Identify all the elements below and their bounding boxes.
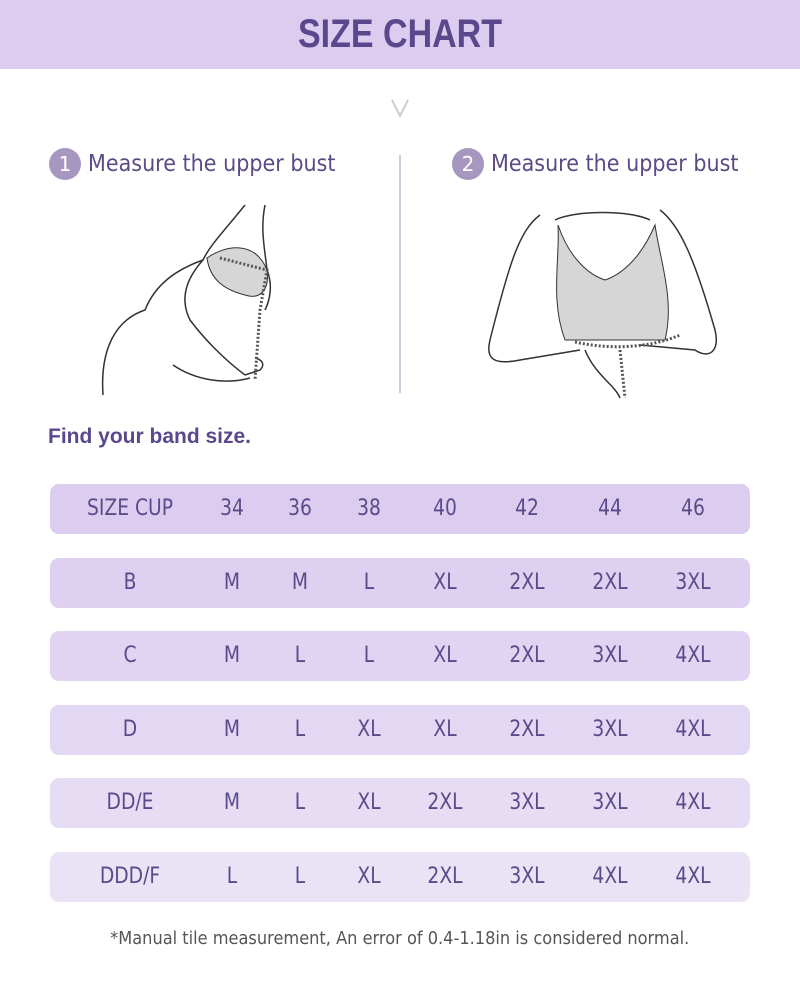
column-header: 34: [220, 496, 244, 521]
size-cell: M: [291, 570, 309, 595]
size-cell: 2XL: [509, 717, 545, 742]
measure-front-illustration: [488, 209, 717, 399]
column-header: 40: [433, 496, 457, 521]
size-cell: 3XL: [592, 717, 628, 742]
size-cell: M: [223, 717, 241, 742]
size-cell: XL: [357, 790, 381, 815]
band-size-heading: Find your band size.: [48, 425, 252, 448]
step-label: Measure the upper bust: [88, 151, 336, 177]
size-cell: XL: [433, 717, 457, 742]
table-row: DDD/F L L XL 2XL 3XL 4XL 4XL: [50, 852, 750, 902]
divider: [399, 155, 401, 393]
size-cell: 2XL: [509, 643, 545, 668]
size-cell: XL: [433, 643, 457, 668]
step-number-badge: 2: [452, 148, 484, 180]
size-cell: XL: [357, 864, 381, 889]
cup-label: B: [123, 570, 137, 595]
column-header: 36: [288, 496, 312, 521]
size-cell: L: [363, 570, 375, 595]
cup-label: D: [122, 717, 138, 742]
step-number-badge: 1: [49, 148, 81, 180]
size-cell: 2XL: [427, 790, 463, 815]
title-banner: SIZE CHART: [0, 0, 800, 69]
step-label: Measure the upper bust: [491, 151, 739, 177]
table-row: B M M L XL 2XL 2XL 3XL: [50, 558, 750, 608]
step-1: 1 Measure the upper bust: [49, 148, 363, 180]
size-cell: 2XL: [427, 864, 463, 889]
size-cell: 4XL: [675, 717, 711, 742]
size-cell: M: [223, 643, 241, 668]
measurement-note: *Manual tile measurement, An error of 0.…: [110, 928, 690, 949]
size-cell: 3XL: [592, 790, 628, 815]
column-header: 38: [357, 496, 381, 521]
size-cell: L: [226, 864, 238, 889]
size-cell: L: [294, 864, 306, 889]
size-cell: L: [294, 790, 306, 815]
size-cell: 4XL: [675, 790, 711, 815]
size-cell: 4XL: [675, 643, 711, 668]
size-cell: L: [294, 717, 306, 742]
cup-label: C: [123, 643, 137, 668]
column-header: SIZE CUP: [87, 496, 173, 521]
column-header: 44: [598, 496, 622, 521]
size-cell: M: [223, 570, 241, 595]
page-title: SIZE CHART: [298, 12, 502, 56]
table-row: D M L XL XL 2XL 3XL 4XL: [50, 705, 750, 755]
column-header: 46: [681, 496, 705, 521]
size-cell: 3XL: [675, 570, 711, 595]
size-cell: 2XL: [509, 570, 545, 595]
size-cell: L: [363, 643, 375, 668]
size-cell: 4XL: [592, 864, 628, 889]
size-cell: M: [223, 790, 241, 815]
size-cell: 2XL: [592, 570, 628, 595]
table-header-row: SIZE CUP 34 36 38 40 42 44 46: [50, 484, 750, 534]
measure-side-illustration: [101, 204, 272, 396]
table-row: DD/E M L XL 2XL 3XL 3XL 4XL: [50, 778, 750, 828]
size-cell: XL: [357, 717, 381, 742]
size-cell: 3XL: [509, 790, 545, 815]
cup-label: DD/E: [106, 790, 154, 815]
size-cell: 3XL: [509, 864, 545, 889]
cup-label: DDD/F: [99, 864, 161, 889]
step-2: 2 Measure the upper bust: [452, 148, 766, 180]
chevron-down-icon: [391, 99, 409, 119]
size-cell: XL: [433, 570, 457, 595]
size-cell: 4XL: [675, 864, 711, 889]
column-header: 42: [515, 496, 539, 521]
size-cell: 3XL: [592, 643, 628, 668]
size-cell: L: [294, 643, 306, 668]
table-row: C M L L XL 2XL 3XL 4XL: [50, 631, 750, 681]
